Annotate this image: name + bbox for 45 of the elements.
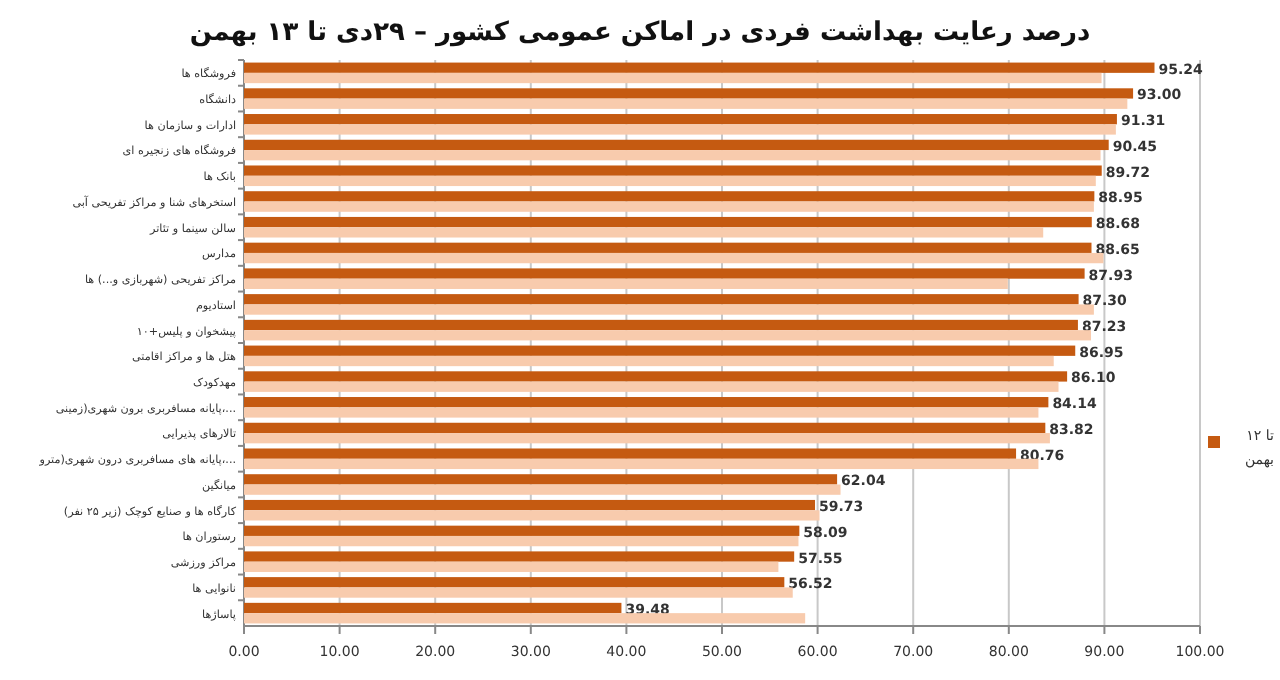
bar bbox=[244, 201, 1094, 212]
bar bbox=[244, 484, 841, 495]
bar bbox=[244, 510, 820, 521]
bar bbox=[244, 602, 622, 614]
bar bbox=[244, 124, 1116, 135]
title: درصد رعایت بهداشت فردی در اماکن عمومی کشور – ۲۹دی تا ۱۳ بهمن bbox=[189, 18, 1091, 48]
bar bbox=[244, 304, 1094, 315]
bar bbox=[244, 355, 1054, 367]
bar bbox=[244, 191, 1095, 202]
bar bbox=[244, 397, 1049, 408]
bar bbox=[244, 499, 816, 511]
bar bbox=[244, 88, 1134, 99]
bar bbox=[244, 371, 1068, 382]
bar bbox=[244, 535, 799, 547]
bar bbox=[244, 345, 1076, 356]
bar bbox=[244, 561, 779, 572]
bar bbox=[244, 278, 1008, 289]
bar bbox=[244, 268, 1085, 279]
bar bbox=[244, 551, 795, 562]
bar bbox=[244, 474, 838, 485]
bar bbox=[244, 407, 1039, 418]
bar bbox=[244, 175, 1096, 187]
bar bbox=[244, 227, 1044, 238]
bar bbox=[244, 448, 1017, 459]
bar bbox=[244, 577, 785, 588]
bar bbox=[244, 587, 793, 598]
bar bbox=[244, 381, 1059, 392]
bar bbox=[244, 294, 1079, 305]
bar bbox=[244, 458, 1039, 470]
bar bbox=[244, 139, 1109, 151]
bar bbox=[244, 433, 1050, 444]
bar bbox=[244, 72, 1102, 84]
bar bbox=[244, 114, 1117, 125]
bar bbox=[244, 216, 1092, 228]
bar bbox=[244, 150, 1101, 161]
bar bbox=[244, 98, 1128, 109]
bar bbox=[244, 613, 806, 624]
bar bbox=[244, 319, 1078, 331]
bar bbox=[244, 422, 1046, 434]
bar bbox=[244, 525, 800, 536]
bar bbox=[244, 242, 1092, 253]
bar bbox=[244, 252, 1104, 264]
bar bbox=[244, 62, 1155, 73]
bar bbox=[244, 330, 1092, 341]
bar bbox=[244, 165, 1102, 176]
